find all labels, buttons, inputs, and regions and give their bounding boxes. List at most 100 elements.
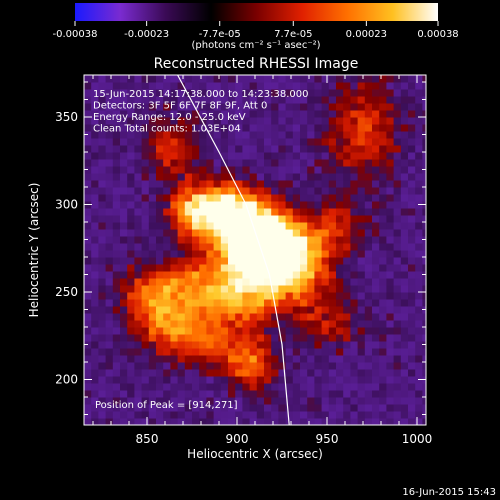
heatmap-cell (336, 278, 344, 286)
heatmap-cell (271, 180, 279, 188)
heatmap-cell (192, 383, 200, 391)
heatmap-cell (199, 271, 207, 279)
heatmap-cell (278, 355, 287, 363)
heatmap-cell (228, 159, 236, 167)
heatmap-cell (336, 306, 344, 314)
heatmap-cell (249, 313, 258, 321)
heatmap-cell (127, 236, 135, 244)
heatmap-cell (343, 201, 351, 209)
heatmap-cell (170, 145, 179, 153)
heatmap-cell (415, 369, 423, 377)
heatmap-cell (256, 341, 265, 349)
heatmap-cell (314, 194, 323, 202)
heatmap-cell (249, 334, 258, 342)
heatmap-cell (372, 96, 380, 104)
heatmap-cell (350, 411, 359, 419)
heatmap-cell (321, 173, 330, 181)
heatmap-cell (408, 152, 416, 160)
heatmap-cell (120, 222, 128, 230)
heatmap-cell (393, 222, 402, 230)
heatmap-cell (336, 355, 344, 363)
heatmap-cell (91, 117, 99, 125)
heatmap-cell (264, 404, 272, 412)
heatmap-cell (408, 166, 416, 174)
annotation-line: Detectors: 3F 5F 6F 7F 8F 9F, Att 0 (93, 101, 267, 112)
heatmap-cell (350, 341, 359, 349)
heatmap-cell (415, 313, 423, 321)
heatmap-cell (141, 250, 150, 258)
heatmap-cell (292, 173, 301, 181)
heatmap-cell (120, 131, 128, 139)
heatmap-cell (357, 418, 366, 425)
heatmap-cell (278, 383, 287, 391)
heatmap-cell (177, 362, 186, 370)
heatmap-cell (336, 229, 344, 237)
heatmap-cell (422, 362, 426, 370)
heatmap-cell (242, 110, 251, 118)
heatmap-cell (386, 341, 395, 349)
heatmap-cell (357, 362, 366, 370)
heatmap-cell (300, 327, 308, 335)
heatmap-cell (163, 159, 171, 167)
heatmap-cell (422, 299, 426, 307)
heatmap-cell (206, 334, 215, 342)
heatmap-cell (343, 404, 351, 412)
heatmap-cell (120, 82, 128, 90)
heatmap-cell (264, 306, 272, 314)
heatmap-cell (105, 243, 114, 251)
heatmap-cell (422, 243, 426, 251)
heatmap-cell (357, 383, 366, 391)
heatmap-cell (91, 355, 99, 363)
heatmap-cell (386, 250, 395, 258)
heatmap-cell (307, 418, 315, 425)
heatmap-cell (292, 299, 301, 307)
heatmap-cell (156, 271, 164, 279)
heatmap-cell (177, 355, 186, 363)
heatmap-cell (292, 327, 301, 335)
heatmap-cell (379, 131, 387, 139)
heatmap-cell (285, 145, 294, 153)
heatmap-cell (249, 117, 258, 125)
heatmap-cell (242, 243, 251, 251)
heatmap-cell (235, 208, 243, 216)
heatmap-cell (292, 131, 301, 139)
heatmap-cell (336, 341, 344, 349)
heatmap-cell (184, 159, 193, 167)
heatmap-cell (192, 194, 200, 202)
heatmap-cell (372, 376, 380, 384)
heatmap-cell (256, 348, 265, 356)
heatmap-cell (84, 362, 92, 370)
heatmap-cell (271, 341, 279, 349)
heatmap-cell (357, 138, 366, 146)
heatmap-cell (120, 138, 128, 146)
heatmap-cell (314, 215, 323, 223)
heatmap-cell (300, 250, 308, 258)
heatmap-cell (134, 383, 143, 391)
heatmap-cell (91, 257, 99, 265)
heatmap-cell (192, 82, 200, 90)
heatmap-cell (386, 131, 395, 139)
heatmap-cell (422, 222, 426, 230)
heatmap-cell (141, 313, 150, 321)
heatmap-cell (127, 229, 135, 237)
heatmap-cell (249, 369, 258, 377)
heatmap-cell (379, 306, 387, 314)
heatmap-cell (141, 208, 150, 216)
heatmap-cell (199, 89, 207, 97)
heatmap-cell (156, 201, 164, 209)
heatmap-cell (213, 208, 222, 216)
heatmap-cell (163, 390, 171, 398)
heatmap-cell (372, 271, 380, 279)
heatmap-cell (386, 236, 395, 244)
heatmap-cell (112, 355, 121, 363)
heatmap-cell (292, 138, 301, 146)
heatmap-cell (228, 201, 236, 209)
heatmap-cell (386, 306, 395, 314)
heatmap-cell (256, 229, 265, 237)
heatmap-cell (249, 362, 258, 370)
heatmap-cell (199, 166, 207, 174)
heatmap-cell (321, 215, 330, 223)
heatmap-cell (228, 229, 236, 237)
heatmap-cell (184, 285, 193, 293)
heatmap-cell (235, 257, 243, 265)
